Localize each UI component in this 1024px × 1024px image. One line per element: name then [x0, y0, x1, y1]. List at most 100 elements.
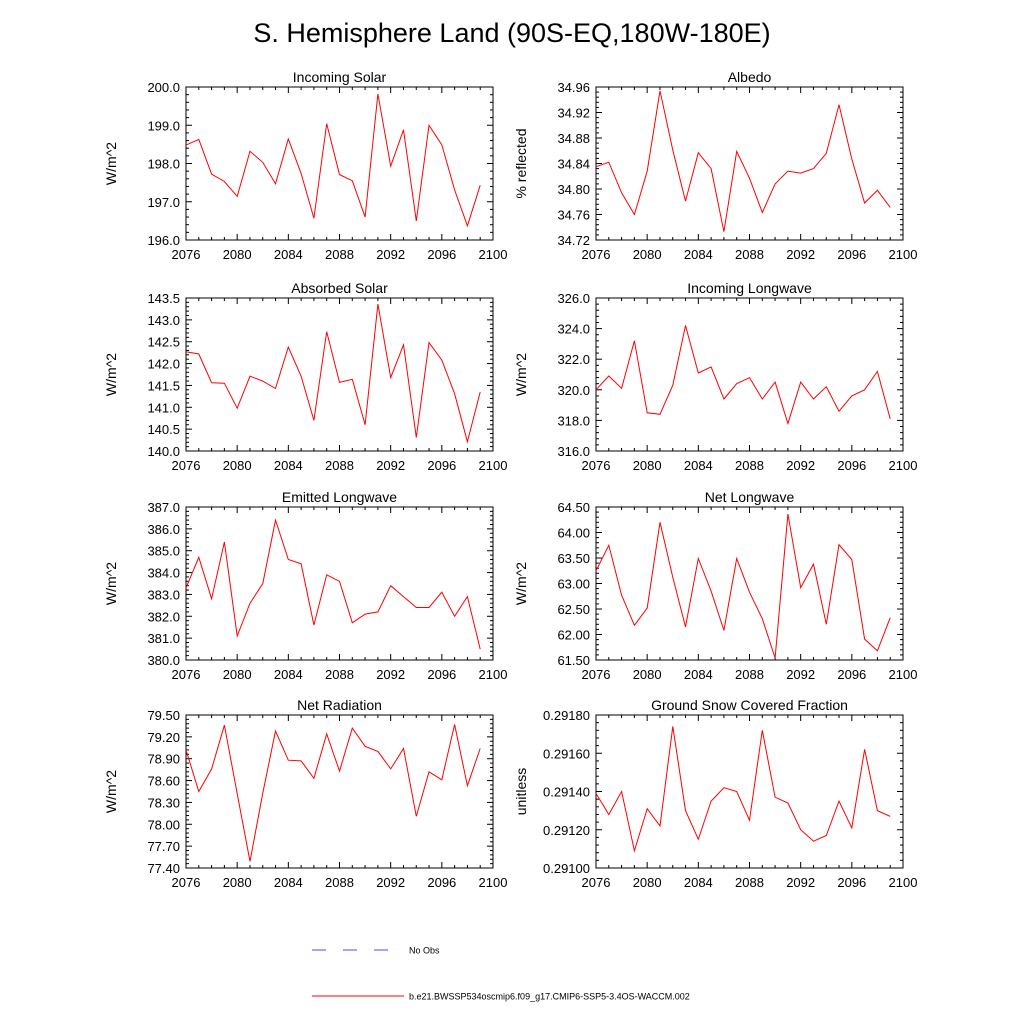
series-line — [185, 93, 481, 228]
y-tick-label: 78.60 — [147, 774, 180, 789]
panel-title: Ground Snow Covered Fraction — [651, 697, 848, 713]
x-tick-label: 2084 — [274, 667, 303, 682]
y-tick-label: 320.0 — [557, 383, 590, 398]
y-tick-label: 140.0 — [147, 444, 180, 459]
x-tick-label: 2084 — [684, 875, 713, 890]
y-tick-label: 64.00 — [557, 526, 590, 541]
y-tick-label: 200.0 — [147, 80, 180, 95]
panel-title: Net Longwave — [705, 489, 795, 505]
x-tick-label: 2088 — [735, 247, 764, 262]
x-tick-label: 2092 — [786, 875, 815, 890]
y-tick-label: 196.0 — [147, 233, 180, 248]
x-tick-label: 2088 — [325, 247, 354, 262]
x-tick-label: 2100 — [889, 247, 918, 262]
x-tick-label: 2080 — [633, 247, 662, 262]
series-line — [185, 724, 481, 862]
y-tick-label: 386.0 — [147, 522, 180, 537]
y-tick-label: 78.00 — [147, 817, 180, 832]
x-tick-label: 2088 — [735, 458, 764, 473]
series-line — [185, 304, 481, 444]
x-tick-label: 2100 — [479, 667, 508, 682]
x-tick-label: 2076 — [172, 875, 201, 890]
x-tick-label: 2080 — [223, 247, 252, 262]
y-axis-label: W/m^2 — [103, 142, 119, 185]
y-tick-label: 199.0 — [147, 118, 180, 133]
figure-title: S. Hemisphere Land (90S-EQ,180W-180E) — [253, 18, 770, 48]
y-tick-label: 62.50 — [557, 602, 590, 617]
y-tick-label: 0.29140 — [543, 785, 590, 800]
x-tick-label: 2084 — [274, 247, 303, 262]
y-tick-label: 34.96 — [557, 80, 590, 95]
x-tick-label: 2096 — [837, 458, 866, 473]
y-tick-label: 79.50 — [147, 708, 180, 723]
x-tick-label: 2080 — [633, 875, 662, 890]
panel-net-radiation: Net Radiation W/m^2 2076 2080 2084 2088 2092 20… — [103, 697, 507, 890]
plot-frame — [595, 714, 904, 869]
x-tick-label: 2092 — [786, 458, 815, 473]
y-tick-label: 142.5 — [147, 335, 180, 350]
y-axis-label: W/m^2 — [513, 353, 529, 396]
y-tick-label: 34.76 — [557, 208, 590, 223]
x-tick-label: 2096 — [427, 667, 456, 682]
panel-title: Net Radiation — [297, 697, 382, 713]
series-line — [595, 325, 891, 426]
panel-albedo: Albedo % reflected 2076 2080 2084 2088 2092 209… — [513, 69, 917, 262]
x-tick-label: 2100 — [889, 458, 918, 473]
y-tick-label: 318.0 — [557, 413, 590, 428]
y-tick-label: 62.00 — [557, 628, 590, 643]
y-tick-label: 383.0 — [147, 587, 180, 602]
y-tick-label: 382.0 — [147, 609, 180, 624]
y-tick-label: 322.0 — [557, 352, 590, 367]
y-tick-label: 61.50 — [557, 653, 590, 668]
y-tick-label: 380.0 — [147, 653, 180, 668]
x-tick-label: 2100 — [889, 667, 918, 682]
y-tick-label: 141.0 — [147, 400, 180, 415]
x-tick-label: 2092 — [376, 247, 405, 262]
y-tick-label: 387.0 — [147, 500, 180, 515]
y-axis-label: W/m^2 — [513, 562, 529, 605]
y-tick-label: 78.30 — [147, 795, 180, 810]
panel-title: Incoming Longwave — [687, 280, 812, 296]
legend: No Obs b.e21.BWSSP534oscmip6.f09_g17.CMI… — [312, 946, 690, 1002]
x-tick-label: 2088 — [735, 875, 764, 890]
panel-title: Emitted Longwave — [282, 489, 397, 505]
x-tick-label: 2084 — [684, 667, 713, 682]
x-tick-label: 2080 — [633, 458, 662, 473]
y-tick-label: 326.0 — [557, 291, 590, 306]
y-tick-label: 34.92 — [557, 106, 590, 121]
x-tick-label: 2100 — [479, 458, 508, 473]
legend-no-obs-label: No Obs — [409, 946, 440, 956]
x-tick-label: 2084 — [274, 458, 303, 473]
y-tick-label: 324.0 — [557, 322, 590, 337]
y-tick-label: 0.29100 — [543, 861, 590, 876]
x-tick-label: 2088 — [325, 875, 354, 890]
y-axis-label: W/m^2 — [103, 770, 119, 813]
panel-grid: Incoming Solar W/m^2 2076 2080 2084 2088 2092 2… — [103, 69, 917, 890]
y-tick-label: 64.50 — [557, 500, 590, 515]
x-tick-label: 2100 — [889, 875, 918, 890]
panel-title: Incoming Solar — [293, 69, 387, 85]
series-line — [595, 514, 891, 659]
panel-title: Albedo — [728, 69, 772, 85]
y-tick-label: 385.0 — [147, 544, 180, 559]
y-tick-label: 143.5 — [147, 291, 180, 306]
x-tick-label: 2080 — [223, 667, 252, 682]
x-tick-label: 2076 — [172, 247, 201, 262]
y-axis-label: % reflected — [513, 128, 529, 198]
series-line — [185, 518, 481, 650]
x-tick-label: 2096 — [427, 247, 456, 262]
y-axis-label: unitless — [513, 768, 529, 815]
panel-net-longwave: Net Longwave W/m^2 2076 2080 2084 2088 2092 209… — [513, 489, 917, 682]
x-tick-label: 2092 — [376, 458, 405, 473]
y-tick-label: 198.0 — [147, 157, 180, 172]
x-tick-label: 2080 — [633, 667, 662, 682]
y-tick-label: 197.0 — [147, 195, 180, 210]
x-tick-label: 2076 — [172, 667, 201, 682]
x-tick-label: 2076 — [582, 247, 611, 262]
x-tick-label: 2096 — [837, 875, 866, 890]
plot-frame — [185, 714, 494, 869]
x-tick-label: 2076 — [582, 667, 611, 682]
x-tick-label: 2076 — [582, 875, 611, 890]
x-tick-label: 2100 — [479, 875, 508, 890]
panel-title: Absorbed Solar — [291, 280, 388, 296]
